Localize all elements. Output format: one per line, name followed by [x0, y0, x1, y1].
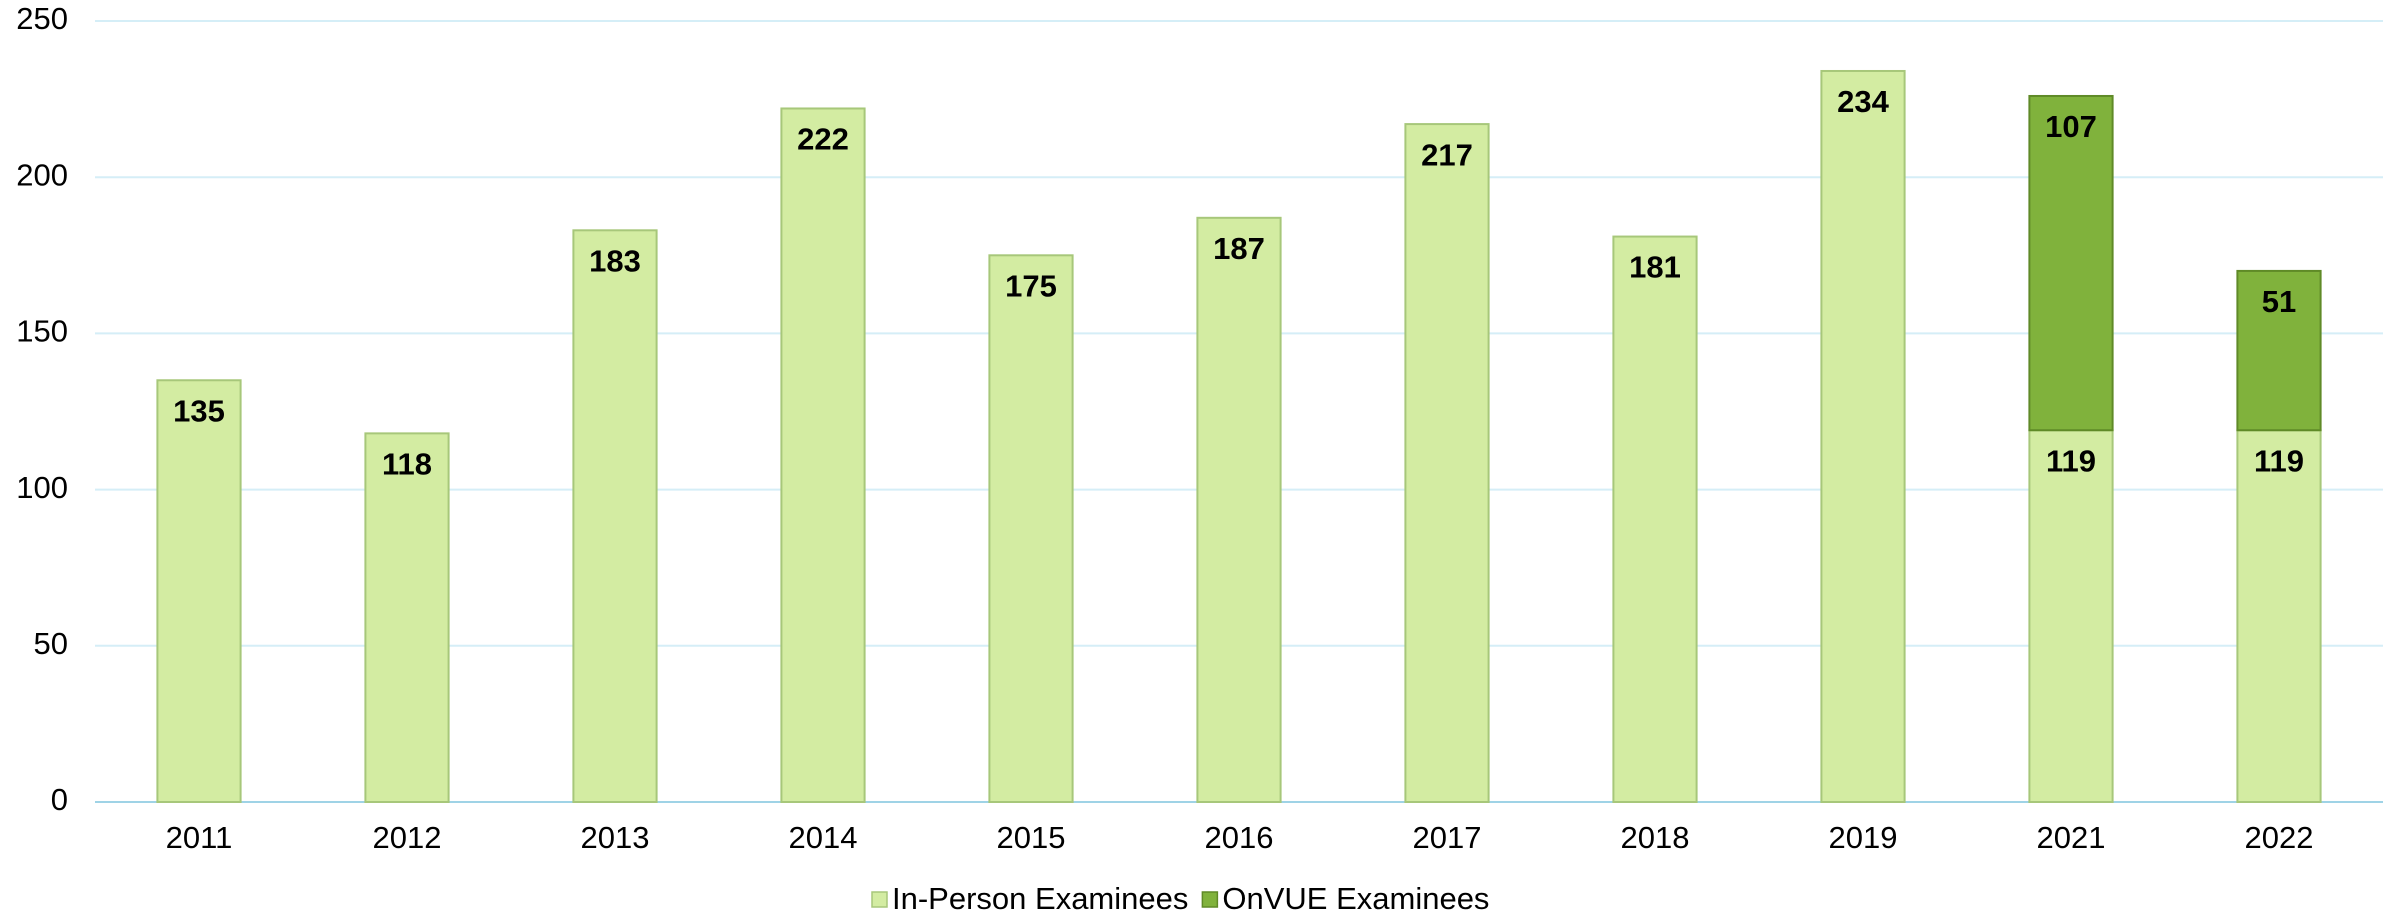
y-tick-label: 100 — [16, 470, 68, 505]
x-tick-label: 2014 — [789, 820, 858, 855]
x-tick-label: 2013 — [581, 820, 650, 855]
data-label: 135 — [173, 393, 225, 428]
data-label: 119 — [2046, 443, 2096, 478]
data-label: 222 — [797, 122, 849, 157]
bar-segment — [1612, 235, 1698, 803]
data-label: 107 — [2045, 109, 2097, 144]
y-tick-label: 0 — [51, 782, 68, 817]
data-label: 175 — [1005, 268, 1057, 303]
x-tick-label: 2015 — [997, 820, 1066, 855]
bar-segment — [2028, 94, 2114, 432]
bar-segment — [1820, 69, 1906, 803]
y-tick-label: 200 — [16, 157, 68, 192]
legend-swatch — [1201, 891, 1219, 908]
x-tick-label: 2016 — [1205, 820, 1274, 855]
y-tick-label: 50 — [34, 626, 68, 661]
data-label: 234 — [1837, 84, 1889, 119]
data-label: 119 — [2254, 443, 2304, 478]
legend-swatch — [871, 891, 888, 908]
data-label: 183 — [589, 243, 641, 278]
bar-segment — [364, 432, 450, 803]
x-tick-label: 2019 — [1829, 820, 1898, 855]
x-tick-label: 2012 — [373, 820, 442, 855]
bar-segment — [156, 379, 242, 803]
bar-segment — [1196, 216, 1282, 803]
x-tick-label: 2018 — [1621, 820, 1690, 855]
bar-segment — [1404, 123, 1490, 804]
data-label: 51 — [2262, 284, 2296, 319]
legend-label: OnVUE Examinees — [1222, 881, 1489, 916]
x-tick-label: 2021 — [2037, 820, 2106, 855]
x-tick-label: 2017 — [1413, 820, 1482, 855]
bar-segment — [2236, 429, 2322, 803]
bar-segment — [780, 107, 866, 804]
bar-segment — [988, 254, 1074, 804]
data-label: 217 — [1421, 137, 1473, 172]
legend-label: In-Person Examinees — [892, 881, 1188, 916]
data-label: 187 — [1213, 231, 1265, 266]
data-label: 118 — [382, 447, 432, 482]
x-tick-label: 2011 — [166, 820, 233, 855]
bar-segment — [572, 229, 658, 804]
bar-segment — [2236, 269, 2322, 432]
data-label: 181 — [1629, 250, 1681, 285]
y-tick-label: 150 — [16, 314, 68, 349]
y-tick-label: 250 — [16, 1, 68, 36]
bar-segment — [2028, 429, 2114, 803]
x-tick-label: 2022 — [2245, 820, 2314, 855]
